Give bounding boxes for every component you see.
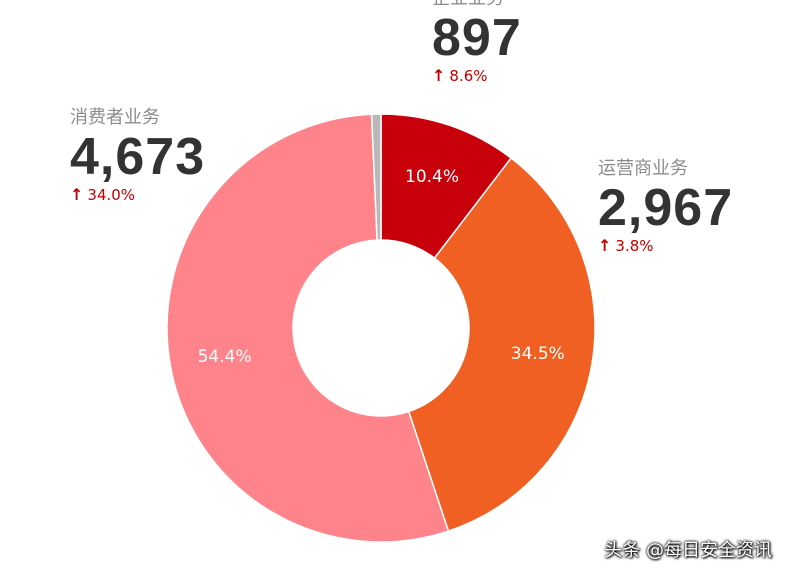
consumer-value: 4,673 — [70, 128, 206, 186]
consumer-change-row: ↑ 34.0% — [70, 185, 205, 205]
up-arrow-icon: ↑ — [598, 236, 612, 255]
watermark: 头条 @每日安全资讯 — [604, 540, 772, 561]
callout-carrier: 运营商业务 2,967 ↑ 3.8% — [598, 158, 733, 256]
enterprise-change: 8.6% — [449, 67, 488, 85]
enterprise-name: 企业业务 — [432, 0, 522, 10]
segment-label-0: 10.4% — [405, 167, 460, 188]
consumer-change: 34.0% — [87, 186, 136, 204]
carrier-change-row: ↑ 3.8% — [598, 236, 733, 256]
carrier-name: 运营商业务 — [598, 158, 688, 179]
callout-consumer: 消费者业务 4,673 ↑ 34.0% — [70, 107, 205, 205]
callout-enterprise: 企业业务 897 ↑8.6% — [432, 0, 522, 86]
carrier-value: 2,967 — [598, 179, 734, 237]
carrier-change: 3.8% — [615, 237, 654, 255]
segment-label-2: 54.4% — [197, 346, 252, 367]
up-arrow-icon: ↑ — [70, 185, 84, 204]
segment-label-1: 34.5% — [510, 344, 565, 365]
donut-segment-2 — [166, 113, 450, 543]
donut-segment-1 — [407, 157, 596, 533]
up-arrow-icon: ↑ — [432, 66, 446, 85]
donut-segment-3 — [370, 113, 382, 241]
consumer-name: 消费者业务 — [70, 107, 160, 128]
enterprise-change-row: ↑ 8.6% — [432, 66, 522, 86]
enterprise-value: 897 — [432, 9, 522, 67]
